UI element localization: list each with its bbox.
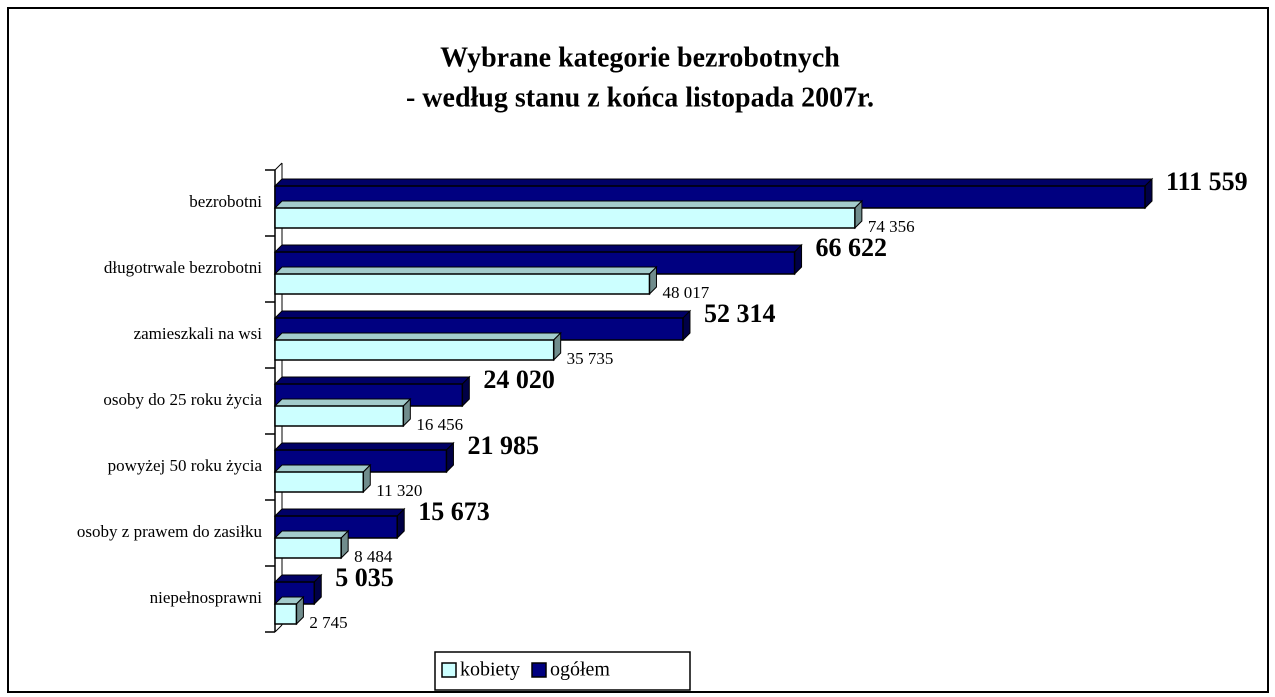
bar-top: [273, 332, 562, 341]
bar-top: [273, 266, 658, 275]
bar: [274, 273, 651, 295]
chart-title: Wybrane kategorie bezrobotnych: [440, 42, 840, 73]
value-label: 8 484: [354, 547, 393, 566]
bar: [274, 207, 856, 229]
value-label: 2 745: [309, 613, 347, 632]
bar-top: [273, 398, 412, 407]
value-label: 48 017: [662, 283, 709, 302]
bar-top: [273, 178, 1154, 187]
bar-top: [273, 442, 455, 451]
legend-swatch: [441, 662, 457, 678]
category-label: osoby z prawem do zasiłku: [77, 522, 263, 541]
legend-swatch: [531, 662, 547, 678]
value-label: 24 020: [483, 365, 555, 394]
bar-top: [273, 310, 692, 319]
category-label: zamieszkali na wsi: [134, 324, 263, 343]
value-label: 52 314: [704, 299, 776, 328]
value-label: 11 320: [376, 481, 422, 500]
value-label: 74 356: [868, 217, 915, 236]
value-label: 5 035: [335, 563, 394, 592]
legend-label: kobiety: [460, 659, 520, 681]
value-label: 35 735: [567, 349, 614, 368]
bar-top: [273, 508, 406, 517]
bar-top: [273, 464, 372, 473]
category-label: osoby do 25 roku życia: [103, 390, 262, 409]
bar-top: [273, 200, 864, 209]
legend-box: [434, 651, 691, 691]
bar: [274, 405, 405, 427]
bar-top: [273, 376, 471, 385]
category-label: bezrobotni: [189, 192, 262, 211]
category-label: niepełnosprawni: [150, 588, 263, 607]
value-label: 111 559: [1166, 167, 1248, 196]
chart-frame: [7, 7, 1269, 693]
bar-top: [273, 244, 803, 253]
bar: [274, 339, 555, 361]
bar: [274, 471, 365, 493]
bar-top: [273, 574, 323, 583]
bar: [274, 537, 342, 559]
axis-line: [274, 624, 283, 633]
chart-subtitle: - według stanu z końca listopada 2007r.: [406, 82, 874, 113]
axis-line: [274, 162, 283, 171]
value-label: 66 622: [816, 233, 888, 262]
legend-label: ogółem: [550, 659, 610, 681]
bar: [274, 603, 298, 625]
bar-top: [273, 530, 350, 539]
value-label: 16 456: [416, 415, 463, 434]
category-label: powyżej 50 roku życia: [108, 456, 263, 475]
category-label: długotrwale bezrobotni: [104, 258, 262, 277]
value-label: 15 673: [418, 497, 490, 526]
value-label: 21 985: [467, 431, 539, 460]
